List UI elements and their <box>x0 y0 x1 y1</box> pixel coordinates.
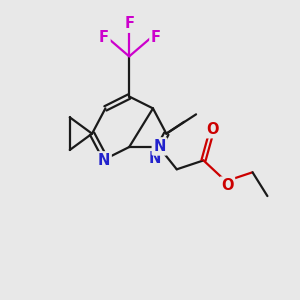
Text: O: O <box>221 178 233 193</box>
Text: O: O <box>206 122 219 137</box>
Text: N: N <box>148 151 160 166</box>
Text: F: F <box>99 30 109 45</box>
Text: N: N <box>98 153 110 168</box>
Text: F: F <box>124 16 134 31</box>
Text: N: N <box>153 139 166 154</box>
Text: F: F <box>151 30 161 45</box>
